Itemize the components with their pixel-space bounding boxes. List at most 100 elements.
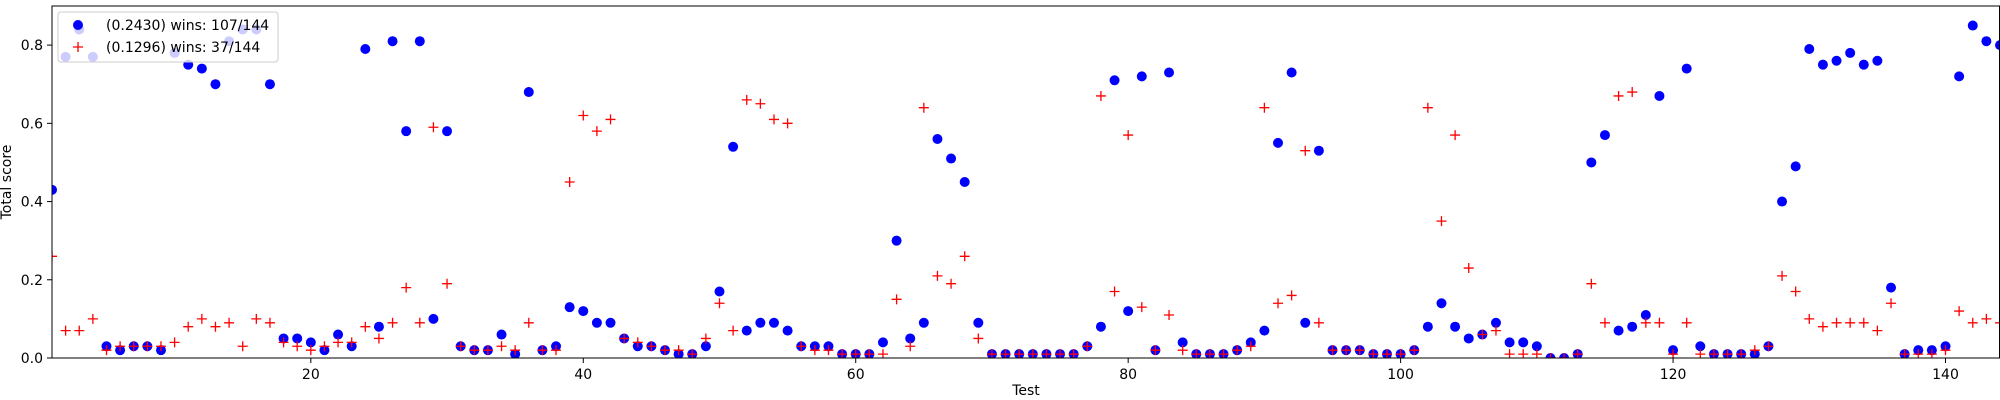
data-point-circle xyxy=(728,141,739,152)
data-point-plus xyxy=(1831,317,1842,328)
data-point-circle xyxy=(1450,321,1461,332)
data-point-plus xyxy=(1531,349,1542,358)
data-point-circle xyxy=(1599,130,1610,141)
data-point-circle xyxy=(932,133,943,144)
data-point-plus xyxy=(1286,290,1297,301)
data-point-plus xyxy=(591,126,602,137)
data-point-plus xyxy=(1681,317,1692,328)
data-point-plus xyxy=(891,294,902,305)
data-point-plus xyxy=(455,341,466,352)
data-point-circle xyxy=(1518,337,1529,348)
data-point-plus xyxy=(360,321,371,332)
x-tick-label: 80 xyxy=(1119,367,1137,383)
data-point-plus xyxy=(905,341,916,352)
data-point-plus xyxy=(74,325,85,336)
data-point-plus xyxy=(660,345,671,356)
data-point-circle xyxy=(1123,306,1134,317)
series-1 xyxy=(52,20,2000,358)
data-point-circle xyxy=(1654,90,1665,101)
data-point-plus xyxy=(1559,353,1570,358)
data-point-plus xyxy=(1804,313,1815,324)
data-point-circle xyxy=(428,313,439,324)
data-point-circle xyxy=(1422,321,1433,332)
data-point-circle xyxy=(1954,71,1965,82)
data-point-circle xyxy=(1967,20,1978,31)
x-tick-label: 100 xyxy=(1387,367,1414,383)
data-point-plus xyxy=(768,114,779,125)
data-point-plus xyxy=(1845,317,1856,328)
data-point-circle xyxy=(1095,321,1106,332)
data-point-plus xyxy=(496,341,507,352)
data-point-circle xyxy=(1695,341,1706,352)
x-tick-label: 40 xyxy=(574,367,592,383)
data-point-plus xyxy=(1858,317,1869,328)
data-point-circle xyxy=(373,321,384,332)
data-point-plus xyxy=(578,110,589,121)
data-point-plus xyxy=(1381,349,1392,358)
data-point-plus xyxy=(796,341,807,352)
x-axis-ticks: 20 40 60 80 100 120 140 xyxy=(302,358,1959,383)
data-point-circle xyxy=(782,325,793,336)
data-point-plus xyxy=(1708,349,1719,358)
data-point-circle xyxy=(700,341,711,352)
data-point-plus xyxy=(864,349,875,358)
x-tick-label: 140 xyxy=(1932,367,1959,383)
data-point-plus xyxy=(1014,349,1025,358)
data-point-plus xyxy=(728,325,739,336)
data-point-plus xyxy=(755,98,766,109)
data-point-circle xyxy=(1463,333,1474,344)
data-point-plus xyxy=(1954,306,1965,317)
x-axis-label: Test xyxy=(1011,383,1040,399)
data-point-plus xyxy=(196,313,207,324)
y-tick-label: 0.0 xyxy=(21,351,43,367)
data-point-plus xyxy=(877,349,888,358)
data-point-plus xyxy=(1899,349,1910,358)
data-point-plus xyxy=(1586,278,1597,289)
data-point-plus xyxy=(537,345,548,356)
data-point-plus xyxy=(1177,345,1188,356)
data-point-circle xyxy=(714,286,725,297)
data-point-plus xyxy=(564,177,575,187)
data-point-plus xyxy=(523,317,534,328)
data-point-plus xyxy=(782,118,793,129)
data-point-plus xyxy=(128,341,139,352)
data-point-circle xyxy=(1681,63,1692,74)
data-point-plus xyxy=(932,270,943,281)
data-point-circle xyxy=(1164,67,1175,78)
data-point-circle xyxy=(1531,341,1542,352)
data-point-plus xyxy=(442,278,453,289)
data-point-plus xyxy=(169,337,180,348)
data-point-circle xyxy=(973,317,984,328)
y-tick-label: 0.2 xyxy=(21,273,43,289)
data-point-plus xyxy=(1259,102,1270,113)
data-point-circle xyxy=(1613,325,1624,336)
data-point-circle xyxy=(1858,59,1869,70)
data-point-plus xyxy=(224,317,235,328)
data-point-plus xyxy=(986,349,997,358)
data-point-plus xyxy=(1150,345,1161,356)
data-point-plus xyxy=(687,349,698,358)
data-point-circle xyxy=(1136,71,1147,82)
data-point-plus xyxy=(278,337,289,348)
data-point-plus xyxy=(1341,345,1352,356)
data-point-plus xyxy=(305,345,316,356)
y-axis-ticks: 0.0 0.2 0.4 0.6 0.8 xyxy=(21,38,52,367)
data-point-circle xyxy=(1490,317,1501,328)
data-point-plus xyxy=(1082,341,1093,352)
data-point-circle xyxy=(210,79,221,90)
data-point-circle xyxy=(1817,59,1828,70)
data-point-plus xyxy=(1354,345,1365,356)
x-tick-label: 120 xyxy=(1660,367,1687,383)
data-point-circle xyxy=(1177,337,1188,348)
data-point-plus xyxy=(1123,130,1134,141)
data-point-plus xyxy=(837,349,848,358)
data-point-plus xyxy=(1913,349,1924,358)
data-point-circle xyxy=(918,317,929,328)
legend: (0.2430) wins: 107/144 (0.1296) wins: 37… xyxy=(57,11,279,63)
data-point-circle xyxy=(1586,157,1597,168)
data-point-plus xyxy=(346,337,357,348)
data-point-plus xyxy=(251,313,262,324)
data-point-circle xyxy=(768,317,779,328)
data-point-plus xyxy=(52,251,57,262)
legend-entry-series-2: (0.1296) wins: 37/144 xyxy=(106,40,260,56)
